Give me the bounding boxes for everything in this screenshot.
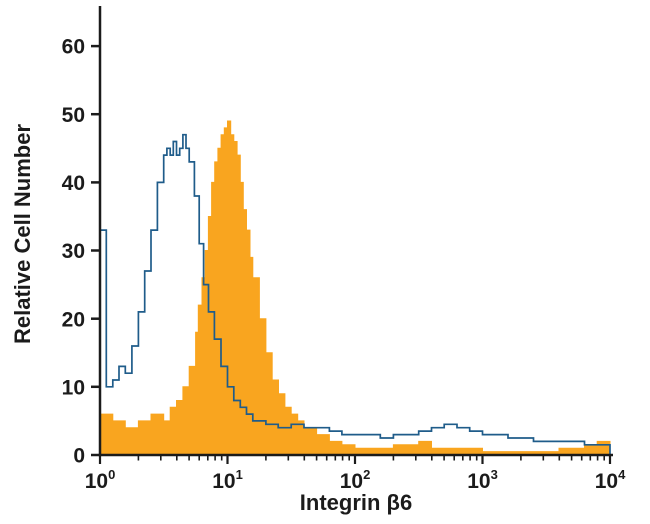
y-ticks: 0 10 20 30 40 50 60: [62, 36, 100, 468]
y-tick-label: 50: [62, 104, 85, 127]
x-tick-label: 101: [212, 467, 243, 493]
y-tick-label: 60: [62, 36, 85, 59]
series-isotype-control-open: [99, 133, 611, 455]
x-tick-label: 100: [85, 467, 116, 493]
x-tick-label: 103: [467, 467, 498, 493]
y-tick-label: 20: [62, 308, 85, 331]
axes-layer: 0 10 20 30 40 50 60 100 101 102 103 104: [62, 6, 626, 493]
y-tick-label: 40: [62, 172, 85, 195]
y-tick-label: 10: [62, 376, 85, 399]
x-minor-ticks: [137, 455, 606, 461]
series-integrin-b6-stained-filled: [99, 120, 611, 456]
y-tick-label: 0: [73, 445, 85, 468]
x-axis-title: Integrin β6: [300, 490, 412, 515]
histogram-series-layer: [99, 120, 611, 456]
x-tick-label: 104: [595, 467, 626, 493]
y-tick-label: 30: [62, 240, 85, 263]
y-axis-title: Relative Cell Number: [10, 124, 35, 345]
x-tick-label: 102: [340, 467, 371, 493]
x-ticks: 100 101 102 103 104: [85, 455, 626, 493]
